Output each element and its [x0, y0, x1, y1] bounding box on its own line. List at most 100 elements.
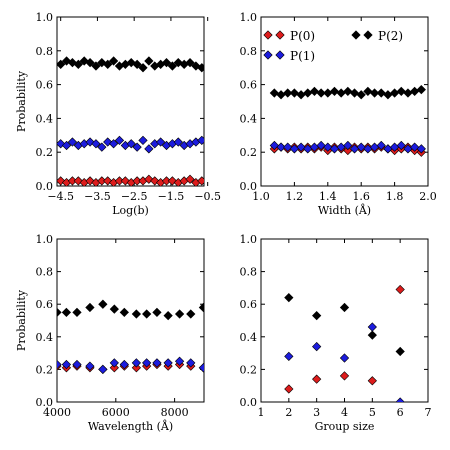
x-tick-label: 7 [425, 406, 432, 419]
point-p2 [389, 88, 400, 98]
point-p1 [163, 358, 173, 368]
legend-marker-p2 [363, 30, 373, 40]
legend: P(0) P(1) P(2) [263, 29, 403, 63]
point-p0 [103, 176, 113, 186]
y-tick-label: 0.0 [240, 396, 258, 409]
point-p2 [376, 88, 386, 98]
point-p1 [119, 359, 129, 370]
point-p2 [312, 310, 322, 321]
legend-label-p0: P(0) [290, 29, 315, 43]
y-tick-label: 0.8 [240, 45, 258, 58]
point-p1 [156, 137, 166, 147]
y-tick-label: 0.0 [36, 396, 54, 409]
point-p2 [98, 299, 108, 309]
axes-frame [56, 238, 205, 403]
point-p1 [276, 142, 286, 152]
x-tick-label: −4.5 [47, 190, 74, 203]
y-tick-label: 0.2 [36, 363, 54, 376]
x-axis-label: Group size [315, 420, 375, 433]
point-p2 [79, 56, 89, 66]
data-points [57, 56, 204, 186]
x-axis-label: Wavelength (Å) [88, 419, 173, 433]
point-p2 [383, 90, 393, 100]
point-p2 [126, 58, 136, 68]
legend-marker-p0 [263, 30, 273, 40]
point-p2 [269, 88, 279, 98]
point-p1 [356, 142, 366, 152]
x-tick-label: −0.5 [194, 190, 221, 203]
point-p2 [161, 58, 172, 68]
point-p1 [284, 351, 294, 361]
point-p0 [131, 363, 142, 373]
point-p0 [57, 176, 66, 186]
point-p1 [395, 397, 405, 402]
point-p1 [339, 353, 350, 363]
point-p1 [85, 361, 95, 371]
point-p2 [173, 58, 183, 68]
point-p2 [284, 293, 294, 303]
point-p2 [403, 88, 413, 98]
point-p2 [72, 307, 82, 317]
y-tick-label: 0.2 [36, 146, 54, 159]
point-p2 [61, 307, 72, 317]
legend-marker-p1 [263, 50, 273, 60]
x-tick-label: −3.5 [84, 190, 111, 203]
point-p1 [132, 142, 142, 152]
point-p0 [197, 176, 204, 186]
chart-panel-3: 0.0 0.2 0.4 0.6 0.8 1.0 4000 6000 8000Wavelength… [15, 233, 205, 433]
point-p2 [132, 59, 142, 69]
x-tick-label: 6000 [102, 406, 130, 419]
point-p1 [173, 137, 183, 147]
x-tick-label: 1.0 [252, 190, 270, 203]
point-p2 [109, 304, 119, 314]
legend-label-p2: P(2) [378, 29, 403, 43]
point-p1 [396, 140, 406, 151]
point-p2 [91, 61, 101, 71]
point-p2 [343, 86, 353, 96]
point-p2 [356, 90, 366, 100]
point-p1 [142, 358, 152, 368]
x-tick-label: 1.6 [352, 190, 370, 203]
axes-frame [260, 16, 429, 187]
x-tick-label: 2.0 [419, 190, 437, 203]
point-p2 [396, 86, 406, 96]
point-p2 [363, 86, 373, 96]
point-p0 [85, 176, 95, 186]
y-tick-label: 0.4 [240, 331, 258, 344]
y-tick-label: 0.6 [240, 298, 258, 311]
point-p1 [197, 135, 204, 145]
point-p2 [152, 307, 162, 317]
x-tick-label: −2.5 [121, 190, 148, 203]
point-p2 [138, 63, 148, 73]
point-p2 [186, 309, 196, 319]
point-p2 [144, 56, 154, 66]
y-tick-label: 1.0 [36, 11, 54, 24]
point-p0 [395, 284, 405, 295]
point-p2 [167, 61, 178, 71]
data-points [284, 284, 405, 402]
point-p2 [303, 88, 313, 98]
point-p2 [198, 302, 204, 313]
point-p2 [316, 88, 326, 98]
point-p1 [108, 139, 119, 149]
point-p1 [296, 142, 306, 152]
point-p1 [97, 142, 107, 152]
chart-panel-2: 0.0 0.2 0.4 0.6 0.8 1.0 1.0 1.2 1.4 1.6 1.8 2.0 Widt… [240, 11, 437, 217]
point-p2 [276, 90, 286, 100]
y-tick-label: 1.0 [240, 233, 258, 246]
point-p2 [67, 58, 78, 68]
axes-frame [56, 16, 205, 187]
point-p2 [296, 90, 306, 100]
point-p1 [85, 137, 95, 147]
point-p2 [336, 88, 346, 98]
point-p1 [416, 144, 426, 154]
point-p0 [185, 174, 195, 184]
point-p1 [198, 363, 204, 373]
point-p0 [109, 363, 119, 373]
point-p2 [329, 86, 340, 96]
point-p1 [57, 359, 62, 370]
y-tick-label: 1.0 [240, 11, 258, 24]
point-p2 [57, 59, 66, 69]
legend-label-p1: P(1) [290, 49, 315, 63]
